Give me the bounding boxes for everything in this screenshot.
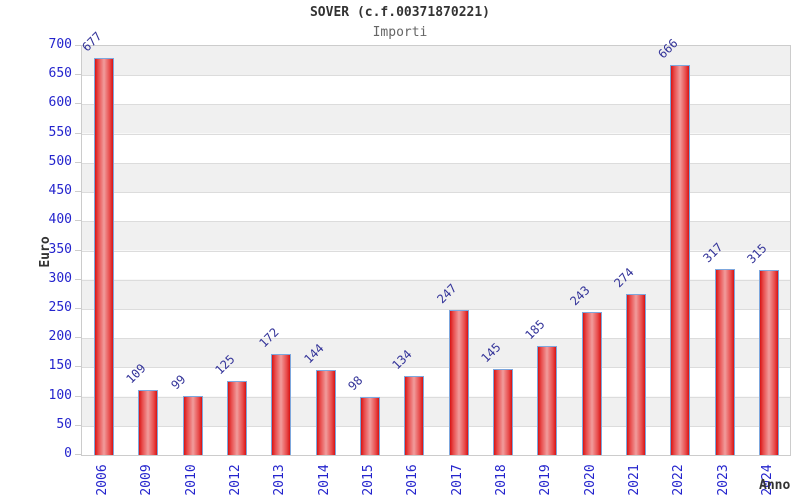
gridline <box>82 192 790 194</box>
y-tick-mark <box>75 395 81 397</box>
bar <box>670 64 691 455</box>
bar-value-label: 109 <box>123 361 149 387</box>
y-tick-label: 250 <box>48 299 72 315</box>
bar-value-label: 144 <box>301 340 327 367</box>
y-tick-label: 100 <box>48 387 72 403</box>
y-tick-mark <box>75 278 81 280</box>
x-tick-label: 2010 <box>183 464 199 496</box>
gridline <box>82 367 790 369</box>
y-tick-mark <box>75 161 81 163</box>
bar <box>227 380 247 455</box>
x-tick-label: 2015 <box>361 464 376 496</box>
gridline <box>82 279 790 281</box>
x-axis-title: Anno <box>759 478 791 493</box>
y-tick-label: 400 <box>48 212 72 228</box>
x-tick-label: 2020 <box>582 464 598 496</box>
bar <box>759 269 779 455</box>
y-tick-mark <box>75 454 81 455</box>
y-tick-label: 700 <box>48 37 72 52</box>
y-tick-label: 350 <box>48 241 72 257</box>
gridline <box>82 396 790 398</box>
chart-subtitle: Importi <box>372 25 428 40</box>
x-tick-label: 2012 <box>228 464 243 496</box>
y-tick-mark <box>75 424 81 426</box>
x-tick-label: 2006 <box>95 464 110 496</box>
x-tick-label: 2018 <box>494 464 509 496</box>
gridline <box>82 221 790 223</box>
x-tick-label: 2017 <box>449 464 465 496</box>
y-tick-label: 0 <box>64 446 72 461</box>
bar <box>182 396 203 455</box>
y-tick-label: 200 <box>48 329 72 345</box>
gridline <box>82 133 790 135</box>
y-tick-mark <box>75 191 81 193</box>
y-tick-label: 550 <box>48 124 72 140</box>
bar-value-label: 98 <box>345 372 366 394</box>
bar-value-label: 317 <box>700 239 726 266</box>
bar <box>537 345 558 455</box>
x-tick-label: 2022 <box>671 464 687 496</box>
bar <box>448 309 469 455</box>
bar <box>94 58 114 455</box>
bar <box>581 312 602 455</box>
y-tick-mark <box>75 337 81 339</box>
bar <box>626 293 646 455</box>
bar <box>714 268 735 455</box>
bar-value-label: 243 <box>567 283 593 309</box>
gridline <box>82 338 790 340</box>
bar-value-label: 99 <box>168 372 189 393</box>
y-tick-label: 300 <box>48 270 72 286</box>
bar <box>360 396 380 455</box>
y-tick-label: 150 <box>48 358 72 374</box>
y-tick-label: 450 <box>48 183 72 199</box>
x-tick-label: 2023 <box>715 464 731 496</box>
bar <box>138 390 159 455</box>
y-tick-label: 600 <box>48 95 72 111</box>
x-tick-label: 2016 <box>405 464 421 496</box>
x-tick-label: 2019 <box>538 464 554 496</box>
gridline <box>82 104 790 106</box>
bar-value-label: 274 <box>611 264 637 291</box>
gridline <box>82 425 790 427</box>
bar-value-label: 145 <box>478 340 504 366</box>
y-tick-mark <box>75 103 81 105</box>
y-tick-mark <box>75 74 81 76</box>
gridline <box>82 75 790 77</box>
bar <box>271 353 292 455</box>
bar <box>493 369 513 455</box>
x-tick-label: 2014 <box>316 464 332 496</box>
bar-value-label: 125 <box>212 352 238 378</box>
bar <box>315 369 336 455</box>
y-tick-label: 50 <box>56 416 72 432</box>
y-tick-mark <box>75 45 81 46</box>
y-tick-label: 500 <box>48 153 72 169</box>
x-tick-label: 2009 <box>139 464 155 496</box>
gridline <box>82 250 790 252</box>
y-tick-mark <box>75 249 81 251</box>
bar-value-label: 315 <box>744 240 770 267</box>
plot-area: 677 109 99 125 172 144 98 134 247 145 185 243 274 666… <box>79 30 791 456</box>
chart-title: SOVER (c.f.00371870221) <box>309 5 490 20</box>
gridline <box>82 162 790 164</box>
y-tick-mark <box>75 220 81 222</box>
y-tick-label: 650 <box>48 66 72 82</box>
y-tick-mark <box>75 307 81 309</box>
x-tick-label: 2021 <box>627 464 642 496</box>
bar-value-label: 172 <box>256 324 282 350</box>
y-tick-mark <box>75 132 81 134</box>
bar <box>404 375 425 455</box>
x-tick-label: 2013 <box>272 464 288 496</box>
y-tick-mark <box>75 366 81 368</box>
bar-value-label: 247 <box>434 280 460 306</box>
bar-value-label: 134 <box>389 346 415 372</box>
gridline <box>82 308 790 310</box>
